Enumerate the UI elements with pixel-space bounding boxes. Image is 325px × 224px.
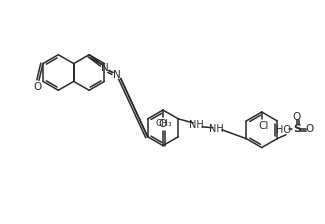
Text: O: O bbox=[34, 82, 42, 92]
Text: N: N bbox=[113, 71, 121, 80]
Text: CH₃: CH₃ bbox=[156, 119, 172, 128]
Text: O: O bbox=[159, 119, 167, 129]
Text: N: N bbox=[101, 62, 109, 73]
Text: NH: NH bbox=[209, 124, 223, 134]
Text: Cl: Cl bbox=[259, 121, 269, 131]
Text: O: O bbox=[293, 112, 301, 122]
Text: NH: NH bbox=[189, 120, 203, 130]
Text: O: O bbox=[306, 124, 314, 134]
Text: HO: HO bbox=[276, 125, 291, 135]
Text: S: S bbox=[293, 124, 301, 134]
